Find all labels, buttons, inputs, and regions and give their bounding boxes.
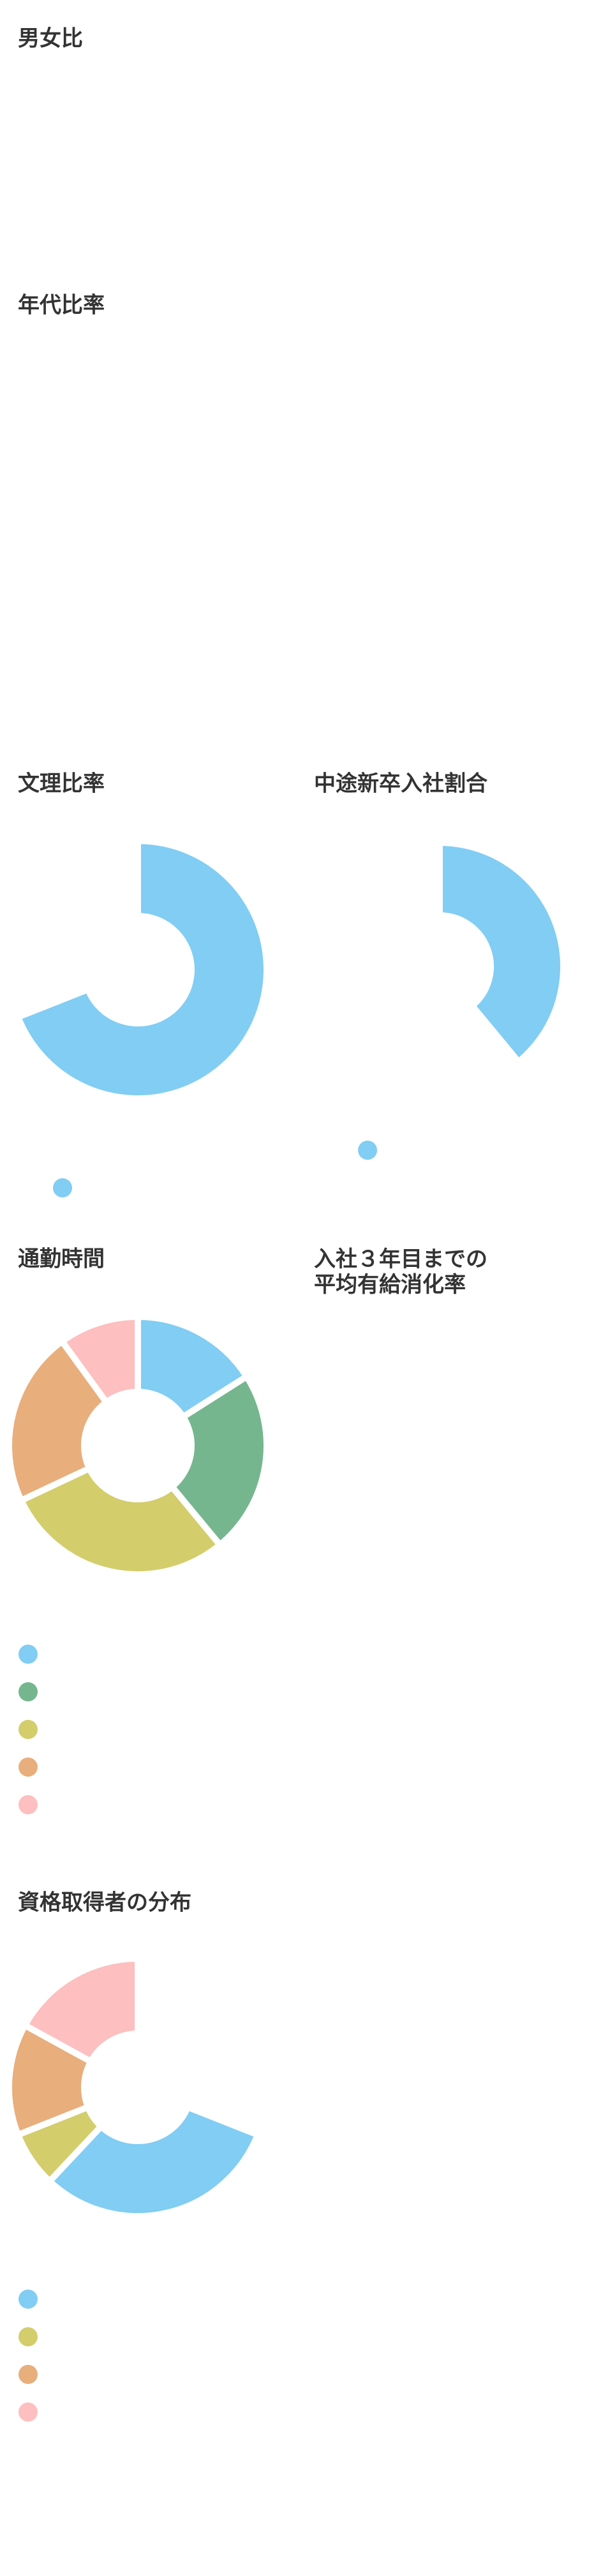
legend-dot [19,2365,38,2384]
legend-dot [19,1645,38,1664]
donut-segment [17,1464,225,1578]
donut-segment [13,837,270,1102]
donut-segment [20,1955,141,2066]
donut-segment [45,2103,262,2219]
legend-dot [19,2402,38,2422]
donut-segment [57,1313,141,1407]
legend-dot [358,1141,377,1160]
title-line: 入社３年目までの [314,1247,488,1272]
legend-dot [19,2327,38,2346]
legend-dot [19,1720,38,1739]
donut-segment [167,1372,270,1550]
legend-dot [19,1758,38,1777]
section-title: 通勤時間 [18,1247,105,1272]
legend-dot [19,1682,38,1701]
legend-dot [19,1795,38,1814]
section-title: 年代比率 [18,293,105,318]
section-title: 資格取得者の分布 [18,1890,191,1916]
section-title: 男女比 [18,26,83,52]
donut-segment [6,1336,111,1505]
section-title: 文理比率 [18,771,105,797]
section-title: 入社３年目までの平均有給消化率 [314,1247,488,1298]
donut-segment [436,839,567,1067]
legend-dot [19,2290,38,2309]
section-title: 中途新卒入社割合 [314,771,488,797]
title-line: 平均有給消化率 [314,1272,466,1298]
legend-dot [53,1178,72,1197]
